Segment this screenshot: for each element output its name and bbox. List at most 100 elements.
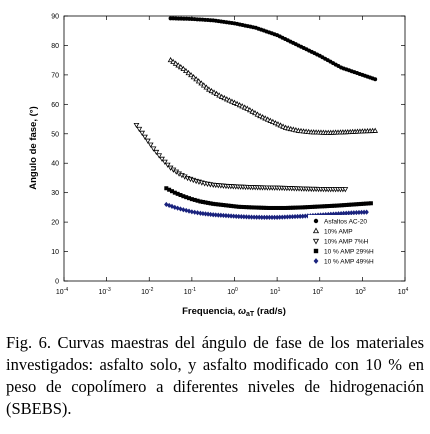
data-point (351, 202, 356, 207)
x-axis-title: Frequencia, ωaT (rad/s) (182, 306, 286, 318)
data-point (200, 199, 205, 204)
data-point (211, 201, 216, 206)
data-point (343, 210, 349, 216)
data-point (280, 214, 285, 220)
data-point (264, 205, 269, 210)
data-point (172, 60, 179, 66)
data-point (312, 204, 317, 209)
data-point (208, 87, 215, 94)
data-point (208, 201, 213, 206)
data-point (223, 213, 229, 219)
data-point (373, 77, 378, 82)
series-4 (164, 201, 369, 220)
data-point (349, 210, 354, 216)
data-point (315, 204, 320, 209)
data-point (327, 204, 332, 209)
data-point (303, 213, 308, 219)
data-point (218, 202, 223, 207)
x-tick-label: 10-2 (141, 287, 153, 296)
data-point (274, 214, 280, 220)
data-point (205, 211, 211, 217)
y-axis-ticks: 0 10 20 30 40 50 60 70 80 90 (51, 14, 405, 286)
data-point (186, 208, 192, 214)
data-point (305, 205, 310, 210)
data-point (167, 56, 174, 63)
data-point (334, 203, 339, 208)
data-point (310, 204, 315, 209)
legend-label: 10% AMP 7%H (324, 238, 369, 245)
data-point (195, 78, 202, 84)
data-point (234, 213, 239, 219)
data-point (349, 202, 354, 207)
data-point (285, 214, 290, 220)
data-point (269, 214, 275, 220)
data-point (300, 213, 305, 219)
data-point (276, 205, 281, 210)
data-point (206, 86, 212, 92)
data-point (150, 146, 157, 152)
data-point (259, 205, 264, 210)
data-point (181, 194, 186, 199)
data-point (372, 127, 379, 133)
data-point (169, 189, 174, 194)
x-tick-label: 102 (312, 287, 323, 296)
y-tick-label: 90 (51, 14, 59, 21)
legend-marker (312, 227, 320, 234)
legend-marker (313, 248, 319, 254)
data-point (281, 205, 286, 210)
data-point (175, 191, 180, 196)
data-point (231, 204, 236, 209)
data-point (216, 92, 223, 98)
legend-label: 10% AMP (324, 228, 353, 235)
data-point (351, 210, 357, 216)
data-point (223, 203, 228, 208)
data-point (271, 205, 276, 210)
data-point (300, 205, 305, 210)
data-point (213, 90, 220, 97)
data-point (277, 214, 282, 220)
data-point (282, 214, 287, 220)
data-point (272, 214, 277, 220)
legend-background (308, 215, 400, 271)
legend-marker (313, 258, 319, 264)
data-point (203, 211, 208, 217)
data-point (256, 205, 261, 210)
data-point (257, 214, 262, 220)
data-point (262, 214, 267, 220)
data-point (187, 196, 192, 201)
series-1 (167, 56, 379, 135)
figure-caption: Fig. 6. Curvas maestras del ángulo de fa… (6, 333, 424, 418)
data-point (244, 214, 249, 220)
data-point (164, 186, 169, 191)
data-point (164, 162, 171, 168)
data-point (195, 198, 200, 203)
data-point (231, 213, 236, 219)
data-point (246, 214, 252, 220)
data-point (193, 76, 200, 82)
data-point (338, 210, 344, 217)
y-tick-label: 30 (51, 190, 59, 197)
data-point (346, 210, 351, 216)
data-point (175, 62, 182, 68)
y-tick-label: 10 (51, 249, 59, 256)
data-point (320, 204, 325, 209)
data-point (221, 203, 226, 208)
data-point (354, 209, 359, 216)
data-point (167, 187, 172, 192)
data-point (246, 205, 251, 210)
data-point (136, 126, 143, 133)
y-tick-label: 0 (55, 279, 59, 286)
data-point (170, 58, 176, 64)
data-point (139, 130, 146, 137)
data-point (228, 213, 234, 219)
data-point (226, 213, 231, 219)
data-point (213, 202, 218, 207)
data-point (178, 193, 183, 198)
data-series (133, 16, 379, 220)
data-point (286, 205, 291, 210)
data-point (200, 82, 207, 88)
data-point (172, 190, 177, 195)
data-point (244, 105, 251, 111)
data-point (185, 69, 192, 76)
legend-marker (313, 218, 319, 224)
